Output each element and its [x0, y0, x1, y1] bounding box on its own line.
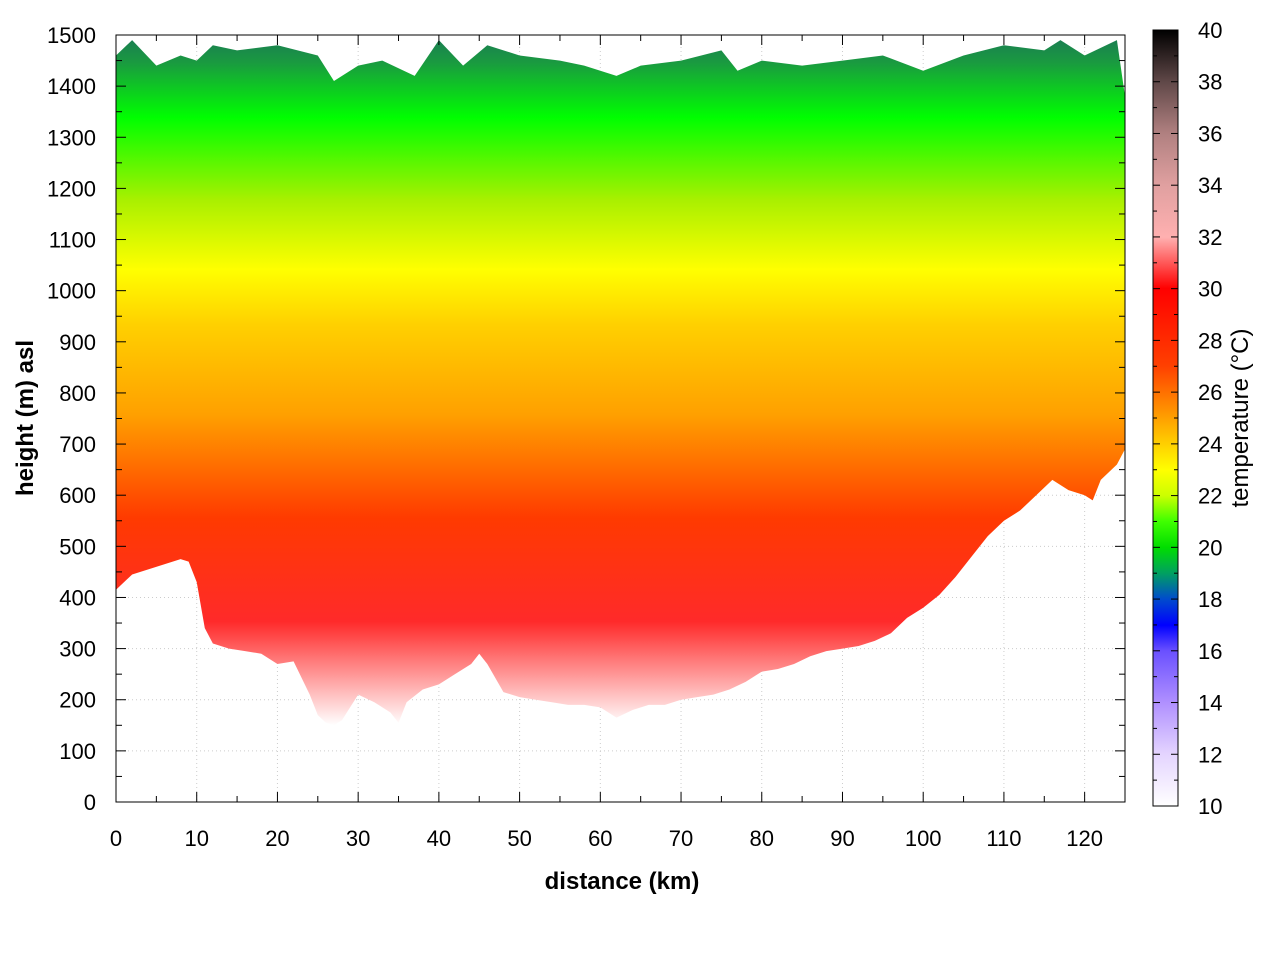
x-tick-label: 100 [905, 826, 942, 851]
x-axis: 0 10 20 30 40 50 60 70 80 90 100 110 120 [110, 35, 1103, 851]
x-tick-label: 10 [184, 826, 208, 851]
y-tick-label: 900 [59, 330, 96, 355]
x-tick-label: 50 [507, 826, 531, 851]
y-tick-label: 0 [84, 790, 96, 815]
y-tick-label: 300 [59, 637, 96, 662]
y-tick-label: 600 [59, 483, 96, 508]
x-tick-label: 40 [427, 826, 451, 851]
x-tick-label: 110 [986, 826, 1021, 851]
temperature-field [116, 40, 1125, 726]
colorbar-axis: 10 12 14 16 18 20 22 24 26 28 30 32 34 36 38 40 [1153, 18, 1222, 819]
colorbar-tick-label: 20 [1198, 535, 1222, 560]
colorbar-tick-label: 26 [1198, 380, 1222, 405]
colorbar-tick-label: 16 [1198, 639, 1222, 664]
x-tick-label: 80 [750, 826, 774, 851]
y-tick-label: 1000 [47, 279, 96, 304]
colorbar-label: temperature (°C) [1227, 329, 1254, 508]
colorbar-tick-label: 38 [1198, 70, 1222, 95]
x-tick-label: 20 [265, 826, 289, 851]
colorbar-tick-label: 10 [1198, 794, 1222, 819]
y-axis-label: height (m) asl [12, 340, 39, 496]
y-tick-label: 1400 [47, 74, 96, 99]
colorbar-tick-label: 32 [1198, 225, 1222, 250]
colorbar-tick-label: 14 [1198, 691, 1222, 716]
x-tick-label: 30 [346, 826, 370, 851]
x-tick-label: 90 [830, 826, 854, 851]
colorbar-tick-label: 22 [1198, 484, 1222, 509]
y-axis: 0 100 200 300 400 500 600 700 800 900 1000 1100 1200… [47, 23, 1125, 815]
y-tick-label: 500 [59, 534, 96, 559]
y-tick-label: 700 [59, 432, 96, 457]
colorbar-tick-label: 28 [1198, 328, 1222, 353]
colorbar-tick-label: 30 [1198, 277, 1222, 302]
y-tick-label: 100 [59, 739, 96, 764]
x-tick-label: 60 [588, 826, 612, 851]
y-tick-label: 1100 [49, 228, 96, 253]
x-tick-label: 120 [1066, 826, 1103, 851]
y-tick-label: 200 [59, 688, 96, 713]
y-tick-label: 1500 [47, 23, 96, 48]
colorbar-tick-label: 40 [1198, 18, 1222, 43]
y-tick-label: 400 [59, 585, 96, 610]
colorbar-tick-label: 12 [1198, 742, 1222, 767]
x-tick-label: 70 [669, 826, 693, 851]
y-tick-label: 1300 [47, 125, 96, 150]
y-tick-label: 1200 [47, 176, 96, 201]
x-tick-label: 0 [110, 826, 122, 851]
colorbar-tick-label: 36 [1198, 121, 1222, 146]
colorbar-tick-label: 34 [1198, 173, 1222, 198]
y-tick-label: 800 [59, 381, 96, 406]
colorbar-tick-label: 18 [1198, 587, 1222, 612]
colorbar-tick-label: 24 [1198, 432, 1222, 457]
x-axis-label: distance (km) [545, 868, 700, 895]
